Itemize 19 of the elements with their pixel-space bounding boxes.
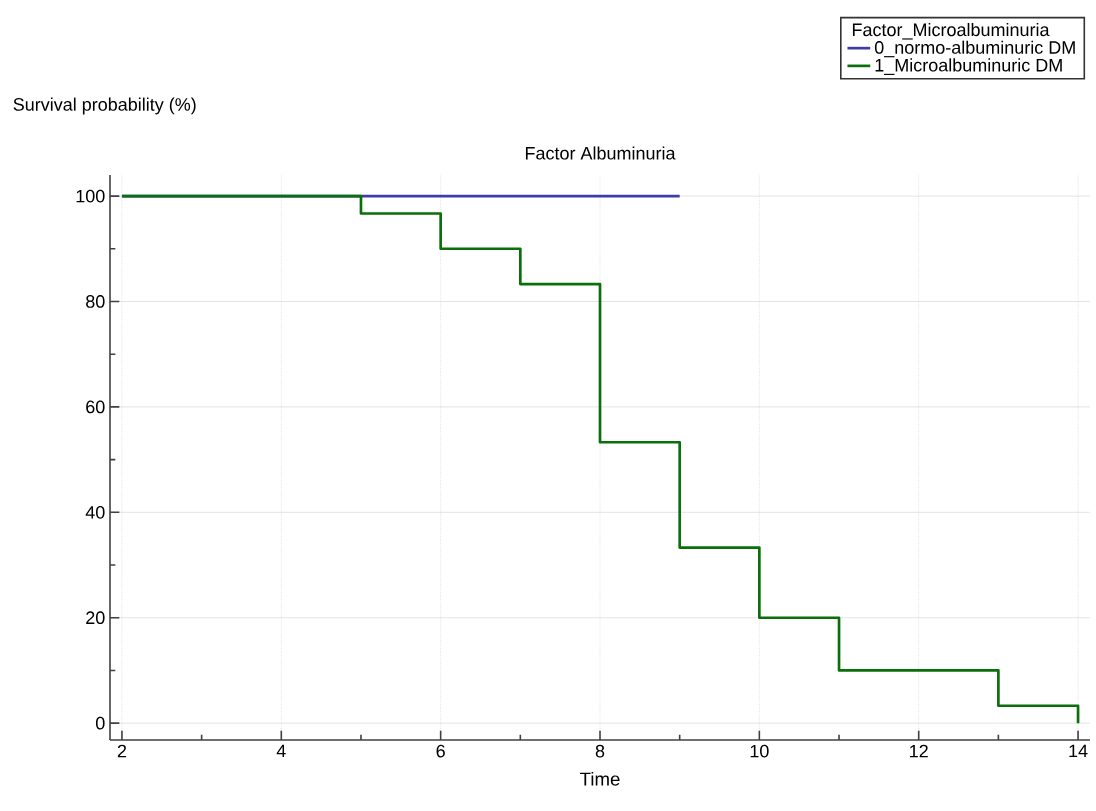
legend-title: Factor_Microalbuminuria [852, 22, 1050, 40]
y-tick-label: 60 [86, 400, 105, 414]
legend-label: 1_Microalbuminuric DM [875, 58, 1062, 75]
x-tick-label: 10 [750, 744, 769, 758]
x-tick-label: 8 [595, 744, 605, 758]
x-tick-label: 14 [1069, 744, 1088, 758]
x-tick-label: 4 [276, 744, 286, 758]
y-tick-label: 0 [95, 716, 105, 730]
y-axis-title: Survival probability (%) [13, 97, 196, 115]
y-tick-label: 40 [85, 505, 105, 519]
x-axis-title: Time [580, 771, 620, 786]
x-tick-label: 2 [117, 744, 127, 758]
y-tick-label: 20 [86, 611, 105, 625]
y-tick-label: 100 [76, 189, 105, 203]
legend-label: 0_normo-albuminuric DM [874, 40, 1075, 58]
x-tick-label: 6 [436, 744, 445, 758]
x-tick-label: 12 [910, 744, 928, 758]
chart-title: Factor Albuminuria [525, 146, 676, 160]
y-tick-label: 80 [86, 295, 105, 308]
